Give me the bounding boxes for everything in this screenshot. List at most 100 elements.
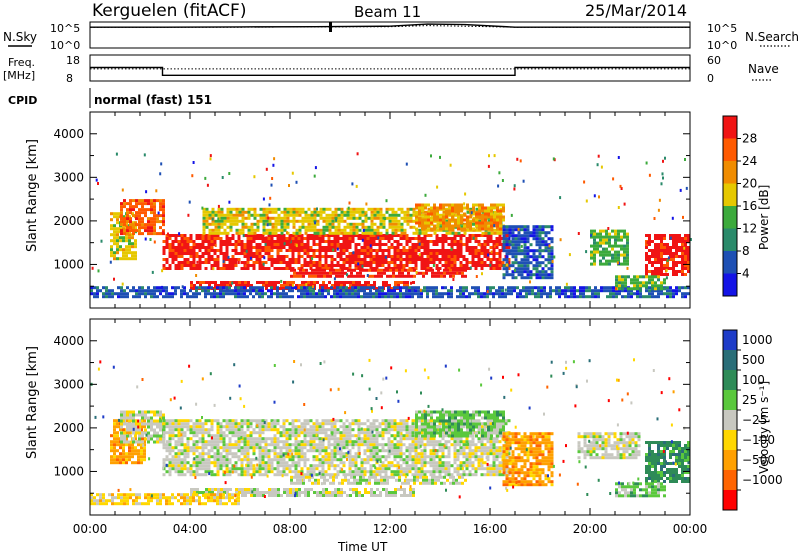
heat-cell (302, 274, 305, 278)
heat-cell (150, 419, 153, 423)
heat-cell (630, 289, 633, 293)
heat-cell (324, 234, 328, 237)
heat-cell (276, 249, 280, 252)
heat-cell (214, 244, 217, 247)
heat-cell (405, 234, 409, 237)
heat-cell (144, 229, 147, 233)
heat-cell (150, 208, 153, 212)
heat-cell (614, 253, 617, 257)
heat-cell (423, 243, 427, 246)
heat-cell (401, 274, 404, 278)
heat-cell (219, 437, 223, 441)
heat-cell (285, 264, 289, 267)
heat-cell (240, 470, 244, 474)
cpid-value: normal (fast) 151 (94, 93, 212, 107)
heat-cell (219, 455, 223, 459)
heat-cell (354, 286, 357, 290)
heat-cell (361, 219, 365, 223)
heat-cell (285, 237, 289, 240)
heat-cell (495, 252, 499, 255)
heat-cell (273, 246, 277, 249)
heat-cell (189, 295, 192, 299)
heat-cell (364, 284, 367, 287)
heat-cell (423, 234, 427, 237)
heat-cell (289, 213, 293, 217)
heat-cell (132, 295, 135, 299)
heat-cell (314, 268, 317, 272)
heat-cell (549, 286, 552, 290)
heat-cell (383, 271, 386, 275)
heat-cell (609, 295, 612, 299)
heat-cell (492, 292, 495, 296)
heat-cell (165, 267, 169, 270)
heat-cell (291, 422, 295, 426)
heat-cell (216, 449, 220, 453)
heat-cell (225, 464, 229, 468)
heat-cell (255, 422, 259, 426)
heat-cell (687, 257, 689, 260)
heat-cell (222, 255, 226, 258)
heat-cell (448, 224, 451, 228)
heat-cell (424, 193, 427, 197)
heat-cell (217, 222, 221, 226)
heat-cell (113, 277, 115, 281)
heat-cell (126, 229, 129, 233)
heat-cell (229, 225, 233, 229)
heat-cell (347, 268, 350, 272)
heat-cell (249, 461, 253, 465)
heat-cell (153, 208, 156, 212)
heat-cell (131, 236, 134, 240)
heat-cell (443, 268, 446, 272)
heat-cell (463, 206, 466, 210)
heat-cell (255, 292, 258, 296)
heat-cell (381, 249, 385, 252)
heat-cell (231, 237, 235, 240)
heat-cell (617, 156, 620, 159)
heat-cell (516, 295, 519, 299)
heat-cell (436, 228, 440, 232)
heat-cell (465, 243, 469, 246)
heat-cell (579, 289, 582, 293)
heat-cell (369, 267, 373, 270)
heat-cell (456, 271, 459, 275)
heat-cell (265, 207, 269, 211)
heat-cell (621, 287, 624, 291)
heat-cell (379, 210, 383, 214)
heat-cell (477, 286, 480, 290)
heat-cell (511, 243, 515, 247)
heat-cell (241, 228, 245, 232)
heat-cell (505, 237, 509, 241)
heat-cell (232, 216, 236, 220)
heat-cell (276, 261, 280, 264)
heat-cell (474, 252, 478, 255)
heat-cell (253, 228, 257, 232)
heat-cell (407, 268, 410, 272)
heat-cell (396, 240, 400, 243)
heat-cell (442, 210, 446, 214)
heat-cell (660, 273, 663, 276)
heat-cell (666, 286, 669, 290)
heat-cell (608, 235, 611, 239)
heat-cell (334, 231, 338, 235)
heat-cell (444, 264, 448, 267)
heat-cell (332, 248, 335, 252)
heat-cell (237, 473, 241, 477)
heat-cell (113, 440, 116, 444)
heat-cell (276, 455, 280, 459)
heat-cell (502, 234, 506, 238)
heat-cell (502, 203, 505, 207)
heat-cell (513, 187, 516, 191)
heat-cell (648, 289, 651, 293)
heat-cell (144, 289, 147, 293)
heat-cell (468, 292, 471, 296)
heat-cell (129, 202, 132, 206)
heat-cell (378, 246, 382, 249)
heat-cell (288, 184, 290, 187)
heat-cell (447, 249, 451, 252)
heat-cell (216, 292, 219, 296)
heat-cell (138, 286, 141, 290)
heat-cell (487, 225, 491, 229)
heat-cell (192, 473, 196, 477)
heat-cell (534, 295, 537, 299)
heat-cell (314, 271, 317, 275)
